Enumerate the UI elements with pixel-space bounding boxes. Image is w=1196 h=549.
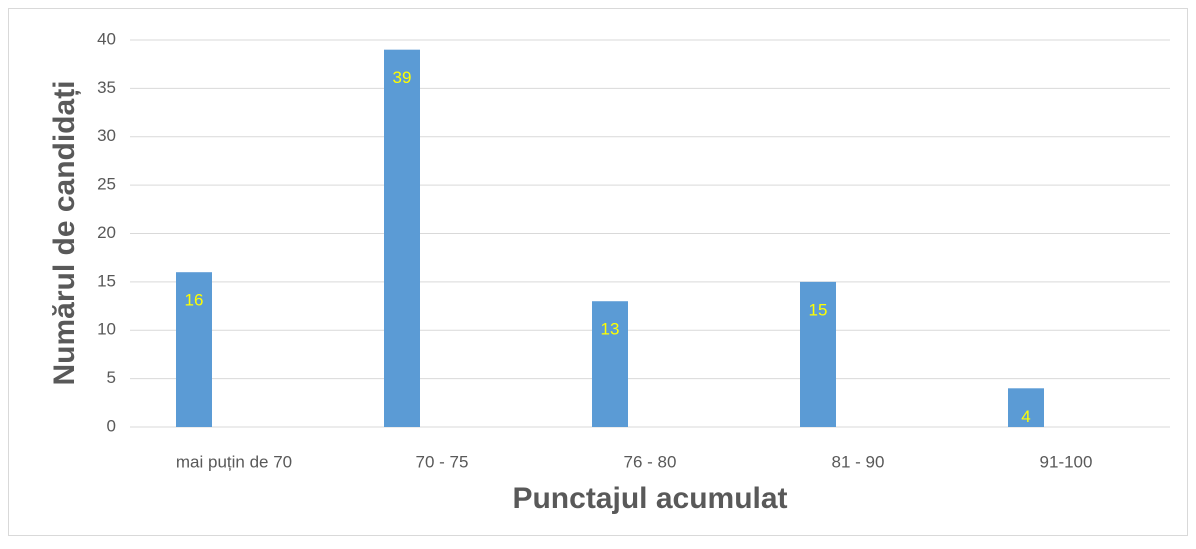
y-tick-label: 0	[107, 416, 116, 435]
x-axis-title: Punctajul acumulat	[512, 482, 787, 515]
x-tick-label: 81 - 90	[832, 452, 885, 471]
bar	[1008, 388, 1044, 427]
data-label: 4	[1021, 407, 1030, 426]
y-tick-label: 40	[97, 29, 116, 48]
y-tick-label: 20	[97, 223, 116, 242]
data-label: 15	[809, 300, 828, 319]
bar	[384, 49, 420, 428]
y-tick-label: 30	[97, 126, 116, 145]
x-tick-label: mai puțin de 70	[176, 452, 292, 471]
data-label: 16	[185, 291, 204, 310]
data-label: 13	[601, 320, 620, 339]
y-tick-label: 25	[97, 175, 116, 194]
bar	[800, 281, 836, 427]
chart-border	[8, 8, 1188, 536]
y-tick-label: 15	[97, 271, 116, 290]
x-tick-label: 70 - 75	[416, 452, 469, 471]
x-tick-label: 76 - 80	[624, 452, 677, 471]
bar	[176, 272, 212, 427]
bar	[592, 301, 628, 427]
x-tick-label: 91-100	[1040, 452, 1093, 471]
y-tick-label: 5	[107, 368, 116, 387]
y-axis-title: Numărul de candidați	[48, 80, 81, 385]
y-tick-label: 35	[97, 78, 116, 97]
y-tick-label: 10	[97, 320, 116, 339]
data-label: 39	[393, 68, 412, 87]
